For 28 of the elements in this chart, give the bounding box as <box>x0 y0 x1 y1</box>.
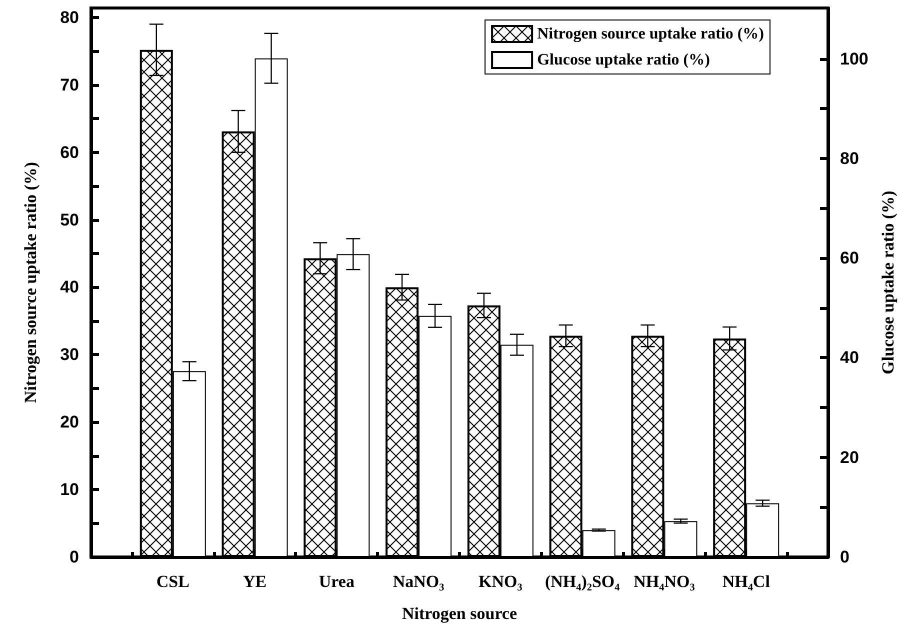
y2-tick-label: 40 <box>840 348 859 368</box>
y2-tick-label: 60 <box>840 248 859 268</box>
y2-axis-title: Glucose uptake ratio (%) <box>878 190 898 374</box>
y-tick-label: 0 <box>70 548 79 566</box>
x-tick-label: YE <box>242 572 267 591</box>
y-tick-label: 80 <box>60 8 79 27</box>
x-tick-label: KNO₃ <box>478 572 522 591</box>
x-tick-label: Urea <box>318 572 355 591</box>
y-tick-label: 70 <box>60 75 79 94</box>
y-tick-label: 10 <box>60 480 79 500</box>
y2-tick-label: 100 <box>840 49 868 68</box>
x-tick-label: (NH₄)₂SO₄ <box>544 572 620 591</box>
x-tick-label: NH₄Cl <box>722 572 770 591</box>
legend-label: Glucose uptake ratio (%) <box>537 52 710 68</box>
x-tick-label: NH₄NO₃ <box>634 572 695 591</box>
y-tick-label: 20 <box>60 412 79 432</box>
y-tick-label: 30 <box>60 345 79 364</box>
y2-tick-label: 80 <box>840 148 859 168</box>
y2-tick-label: 20 <box>840 448 859 467</box>
legend-label: Nitrogen source uptake ratio (%) <box>537 26 764 42</box>
x-tick-label: CSL <box>156 572 190 591</box>
y-tick-label: 50 <box>60 210 79 230</box>
x-axis-title: Nitrogen source <box>402 604 518 623</box>
x-tick-label: NaNO₃ <box>392 572 444 591</box>
y2-tick-label: 0 <box>840 548 850 566</box>
y-tick-label: 60 <box>60 142 79 162</box>
y-axis-title: Nitrogen source uptake ratio (%) <box>21 162 40 404</box>
y-tick-label: 40 <box>60 278 79 297</box>
